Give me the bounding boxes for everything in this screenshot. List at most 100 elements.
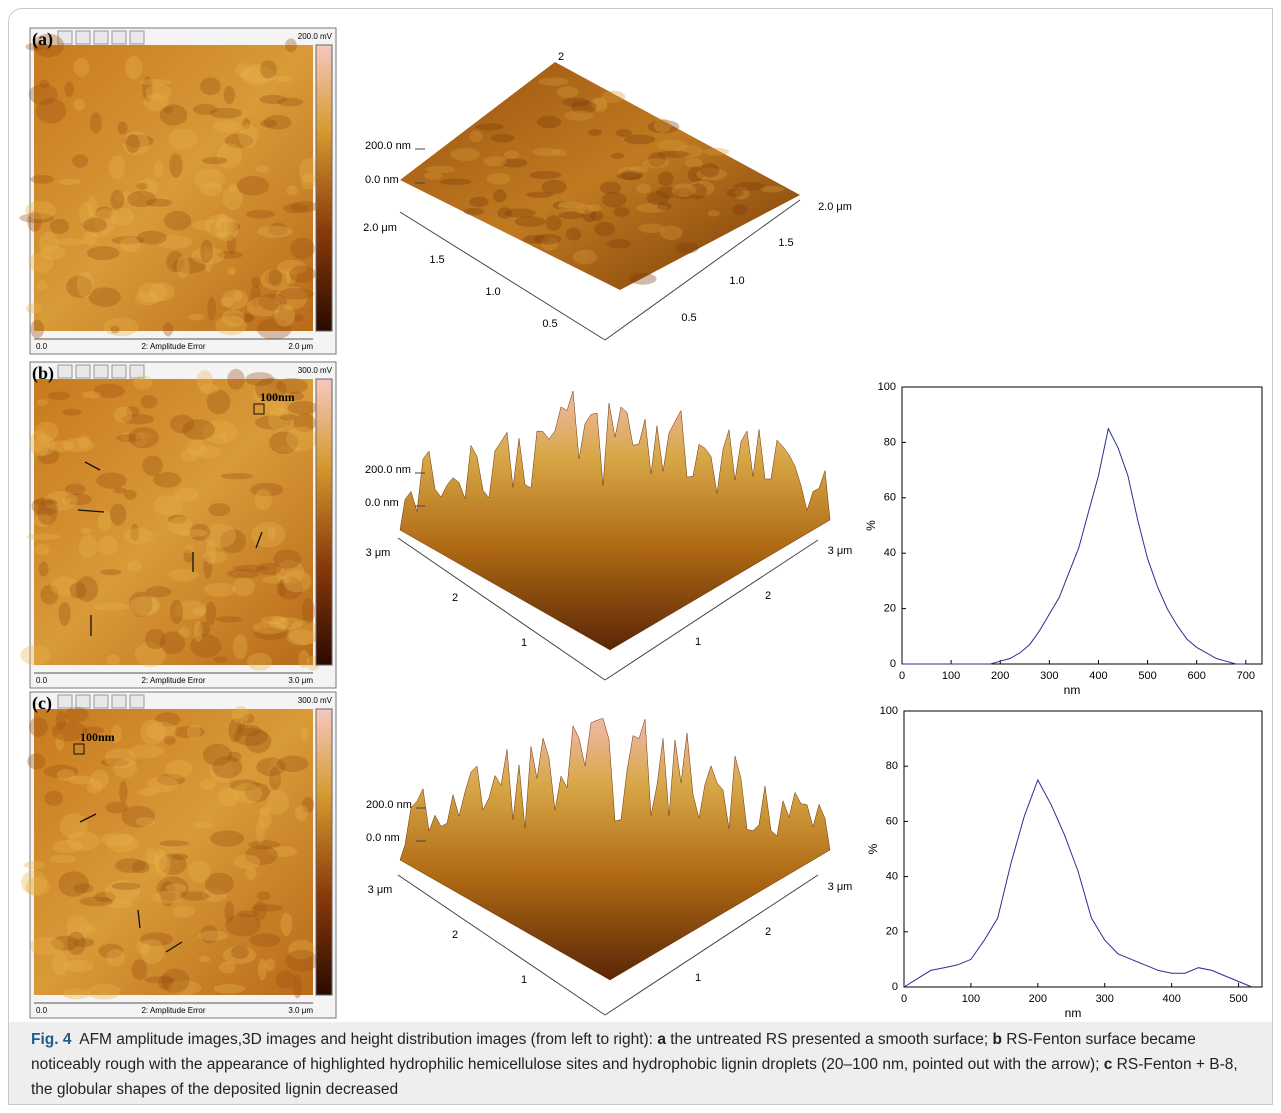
texture xyxy=(504,151,519,160)
texture xyxy=(164,211,191,231)
texture xyxy=(237,176,269,196)
texture xyxy=(152,891,184,904)
texture xyxy=(217,143,242,168)
toolbar-icon xyxy=(130,31,144,44)
axis-tick-label: 1 xyxy=(695,972,701,984)
texture xyxy=(280,912,292,936)
texture xyxy=(139,788,159,797)
texture xyxy=(227,369,245,390)
texture xyxy=(657,140,687,152)
texture xyxy=(37,399,48,406)
texture xyxy=(128,427,158,448)
texture xyxy=(257,226,292,238)
texture xyxy=(255,166,269,173)
texture xyxy=(76,576,98,602)
texture xyxy=(172,853,188,860)
scale-label: 200.0 mV xyxy=(298,32,333,41)
surface-3d: 200.0 nm0.0 nm22.0 μm1.51.00.52.0 μm1.51… xyxy=(363,51,852,340)
texture xyxy=(260,60,277,78)
texture xyxy=(146,199,173,207)
texture xyxy=(48,392,70,400)
amplitude-panel: 300.0 mV0.02: Amplitude Error3.0 μm(b)10… xyxy=(20,362,336,688)
texture xyxy=(140,939,164,964)
top-label: 2 xyxy=(558,51,564,63)
toolbar-icon xyxy=(76,365,90,378)
texture xyxy=(80,527,91,533)
panel-label: (b) xyxy=(32,363,54,384)
x-end: 2.0 μm xyxy=(288,342,313,351)
texture xyxy=(483,156,506,166)
x-tick-label: 300 xyxy=(1040,670,1058,682)
texture xyxy=(24,861,46,869)
texture xyxy=(251,277,260,288)
axis-tick-label: 1 xyxy=(521,637,527,649)
texture xyxy=(233,634,248,659)
x-end: 3.0 μm xyxy=(288,1006,313,1015)
texture xyxy=(79,535,98,559)
toolbar-icon xyxy=(130,695,144,708)
z-label: 0.0 nm xyxy=(366,832,400,844)
x-tick-label: 0 xyxy=(899,670,905,682)
axis-tick-label: 1.0 xyxy=(485,286,500,298)
y-axis-label: % xyxy=(864,520,878,531)
texture xyxy=(132,861,149,874)
caption-bold: b xyxy=(993,1031,1002,1048)
texture xyxy=(537,116,561,128)
texture xyxy=(25,201,56,220)
texture xyxy=(639,223,665,233)
texture xyxy=(247,653,272,671)
y-tick-label: 100 xyxy=(878,381,896,393)
texture xyxy=(103,318,139,337)
z-label: 0.0 nm xyxy=(365,174,399,186)
texture xyxy=(198,930,228,940)
texture xyxy=(56,711,66,731)
texture xyxy=(137,282,167,303)
texture xyxy=(246,372,275,386)
texture xyxy=(180,891,210,900)
texture xyxy=(144,93,169,111)
texture xyxy=(159,840,189,846)
texture xyxy=(424,172,443,180)
texture xyxy=(221,473,253,479)
texture xyxy=(239,124,258,148)
page: { "panels": [ {"label": "(a)", "amplitud… xyxy=(0,0,1281,1113)
texture xyxy=(290,237,315,259)
texture xyxy=(274,304,295,327)
texture xyxy=(295,805,308,821)
texture xyxy=(276,971,296,989)
texture xyxy=(214,656,228,662)
surface-3d: 200.0 nm0.0 nm3 μm213 μm21 xyxy=(365,391,852,680)
texture xyxy=(636,184,651,194)
height-chart: 0100200300400500020406080100nm% xyxy=(866,705,1262,1020)
texture xyxy=(100,569,121,575)
x-tick-label: 0 xyxy=(901,993,907,1005)
texture xyxy=(204,583,235,597)
texture xyxy=(200,182,223,197)
axis-tick-label: 0.5 xyxy=(542,318,557,330)
texture xyxy=(142,456,162,476)
texture xyxy=(225,914,261,937)
axis-tick-label: 2.0 μm xyxy=(818,201,852,213)
y-tick-label: 0 xyxy=(890,658,896,670)
marker-label: 100nm xyxy=(80,730,115,744)
texture xyxy=(168,569,199,581)
toolbar-icon xyxy=(58,695,72,708)
texture xyxy=(215,616,242,622)
texture xyxy=(534,234,561,245)
texture xyxy=(564,110,593,120)
caption-text: the untreated RS presented a smooth surf… xyxy=(666,1031,993,1048)
amplitude-panel: 300.0 mV0.02: Amplitude Error3.0 μm(c)10… xyxy=(21,692,336,1018)
texture xyxy=(77,272,94,298)
texture xyxy=(25,877,50,896)
texture xyxy=(629,273,656,285)
texture xyxy=(425,166,455,173)
texture xyxy=(45,791,63,806)
texture xyxy=(269,269,283,286)
texture xyxy=(160,631,186,654)
texture xyxy=(90,112,102,133)
y-tick-label: 60 xyxy=(886,815,898,827)
amplitude-panel: 200.0 mV0.02: Amplitude Error2.0 μm(a) xyxy=(19,28,336,354)
texture xyxy=(112,882,141,890)
y-tick-label: 20 xyxy=(886,926,898,938)
texture xyxy=(83,218,107,233)
